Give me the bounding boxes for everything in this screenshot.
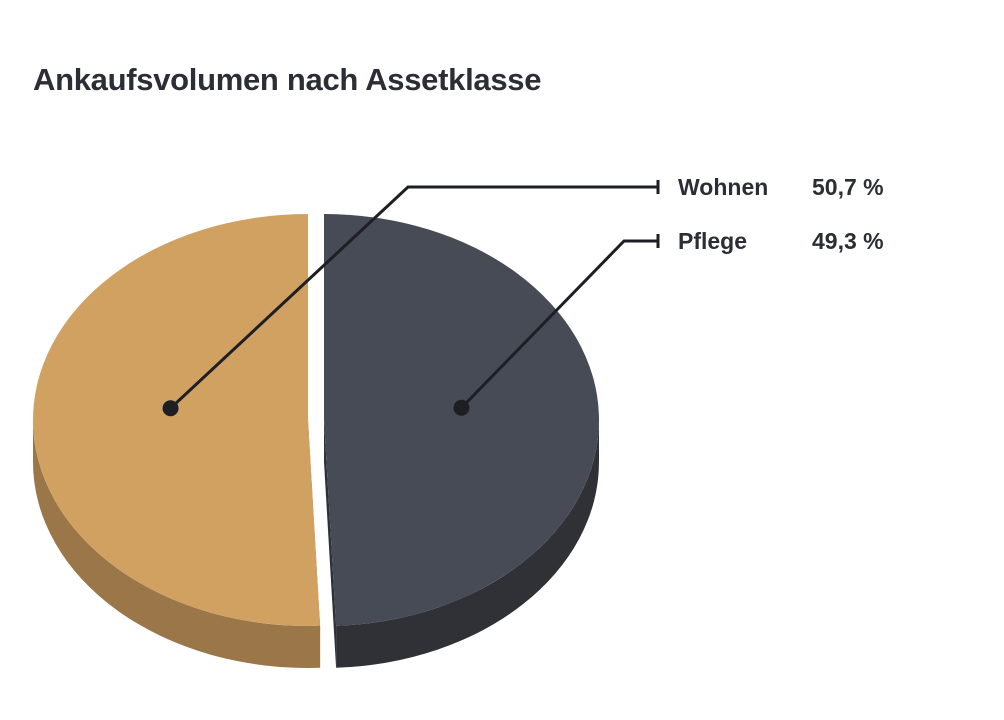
- legend: Wohnen 50,7 % Pflege 49,3 %: [678, 174, 884, 254]
- legend-value-wohnen: 50,7 %: [812, 174, 884, 200]
- leader-lines: [162, 180, 660, 417]
- legend-label-wohnen: Wohnen: [678, 174, 768, 200]
- legend-label-pflege: Pflege: [678, 228, 747, 254]
- pie-slice-wohnen: [32, 214, 321, 626]
- pie-side-pflege: [336, 420, 599, 668]
- pie-slice-pflege: [324, 214, 599, 626]
- pie-slices: [32, 214, 599, 668]
- pie-side-wohnen: [33, 420, 321, 668]
- pie-face-pflege: [324, 420, 337, 668]
- legend-value-pflege: 49,3 %: [812, 228, 884, 254]
- leader-line-pflege: [460, 239, 658, 409]
- chart-title: Ankaufsvolumen nach Assetklasse: [33, 62, 542, 97]
- leader-line-wohnen: [169, 185, 658, 410]
